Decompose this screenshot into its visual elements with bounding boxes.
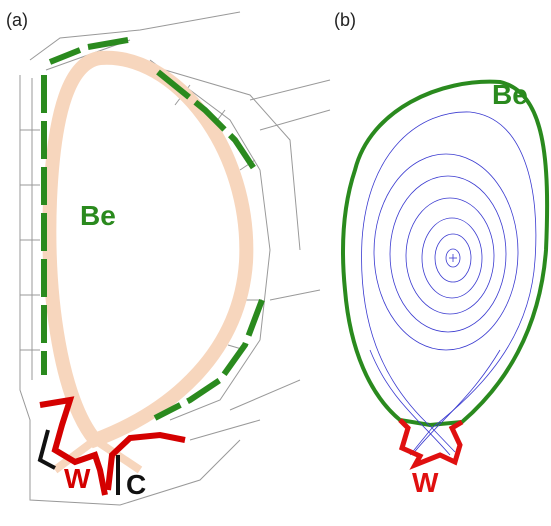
separatrix <box>362 112 536 428</box>
panel-label: (b) <box>334 10 356 30</box>
figure: (a) (b) Be W C Be W <box>0 0 551 526</box>
c-label: C <box>126 469 146 500</box>
flux-surfaces <box>362 112 536 455</box>
flux-surface <box>406 198 494 314</box>
be-label: Be <box>492 79 528 110</box>
w-label: W <box>64 463 91 494</box>
w-label: W <box>412 467 439 498</box>
page: (a) (b) Be W C Be W (() => { const data <box>0 0 551 526</box>
be-tiles <box>44 40 262 418</box>
flux-surface <box>390 176 506 332</box>
be-label: Be <box>80 200 116 231</box>
panel-label: (a) <box>6 10 28 30</box>
flux-surface <box>374 154 518 350</box>
